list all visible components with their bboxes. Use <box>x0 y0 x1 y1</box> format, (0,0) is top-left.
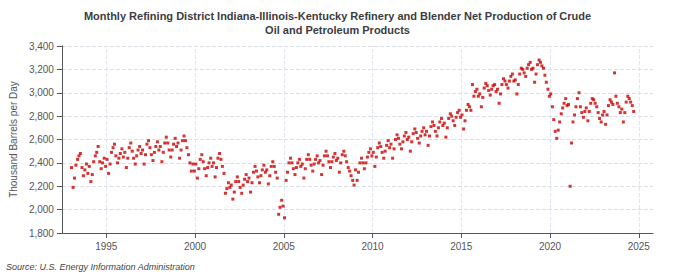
svg-text:Thousand Barrels per Day: Thousand Barrels per Day <box>8 81 19 198</box>
svg-text:1,800: 1,800 <box>29 228 54 239</box>
svg-text:2020: 2020 <box>539 241 562 252</box>
svg-text:3,400: 3,400 <box>29 41 54 52</box>
svg-text:2015: 2015 <box>450 241 473 252</box>
svg-text:2010: 2010 <box>361 241 384 252</box>
svg-text:2,800: 2,800 <box>29 111 54 122</box>
svg-text:Monthly Refining District Indi: Monthly Refining District Indiana-Illino… <box>84 10 591 22</box>
svg-text:2000: 2000 <box>184 241 207 252</box>
svg-text:3,000: 3,000 <box>29 87 54 98</box>
svg-text:2005: 2005 <box>273 241 296 252</box>
svg-text:2,000: 2,000 <box>29 204 54 215</box>
svg-text:2025: 2025 <box>628 241 651 252</box>
svg-text:2,400: 2,400 <box>29 157 54 168</box>
svg-text:Oil and Petroleum Products: Oil and Petroleum Products <box>265 24 410 36</box>
svg-text:2,600: 2,600 <box>29 134 54 145</box>
svg-text:2,200: 2,200 <box>29 181 54 192</box>
svg-text:3,200: 3,200 <box>29 64 54 75</box>
svg-text:1995: 1995 <box>95 241 118 252</box>
svg-text:Source: U.S. Energy Informatio: Source: U.S. Energy Information Administ… <box>6 262 195 272</box>
